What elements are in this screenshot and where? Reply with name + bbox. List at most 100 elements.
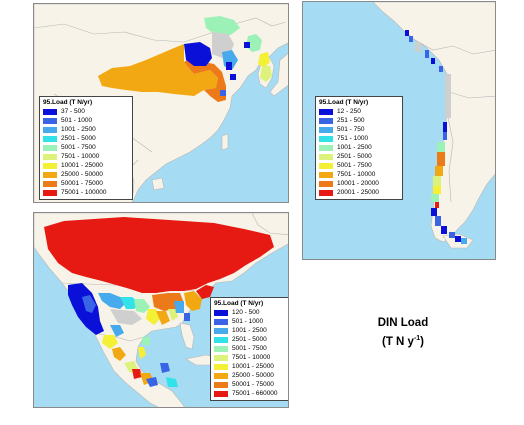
legend-swatch <box>319 126 333 133</box>
legend-entry: 1001 - 2500 <box>43 125 129 134</box>
legend-entry: 50001 - 75000 <box>214 380 286 389</box>
legend-swatch <box>214 372 228 379</box>
legend-label: 75001 - 660000 <box>232 390 278 397</box>
legend-entry: 2501 - 5000 <box>319 152 399 161</box>
legend-swatch <box>319 180 333 187</box>
china-legend: 95.Load (T N/yr) 37 - 500 501 - 1000 1001 … <box>39 96 133 200</box>
legend-swatch <box>43 180 57 187</box>
legend-entries: 120 - 500 501 - 1000 1001 - 2500 2501 - 500… <box>214 308 286 398</box>
load-cells <box>98 16 272 102</box>
legend-entries: 37 - 500 501 - 1000 1001 - 2500 2501 - 5000… <box>43 107 129 197</box>
legend-entry: 75001 - 100000 <box>43 188 129 197</box>
legend-swatch <box>319 117 333 124</box>
caption-line-2: (T N y-1) <box>368 331 438 350</box>
legend-entry: 10001 - 20000 <box>319 179 399 188</box>
legend-label: 75001 - 100000 <box>61 189 107 196</box>
caption-units-open: (T N y <box>381 335 414 348</box>
legend-label: 37 - 500 <box>61 108 85 115</box>
legend-entry: 251 - 500 <box>319 116 399 125</box>
legend-label: 10001 - 20000 <box>337 180 379 187</box>
legend-swatch <box>319 162 333 169</box>
legend-swatch <box>319 171 333 178</box>
legend-label: 25000 - 50000 <box>61 171 103 178</box>
legend-swatch <box>43 117 57 124</box>
legend-label: 50001 - 75000 <box>61 180 103 187</box>
legend-entry: 7501 - 10000 <box>43 152 129 161</box>
legend-label: 2501 - 5000 <box>232 336 267 343</box>
legend-label: 501 - 1000 <box>61 117 93 124</box>
legend-entry: 50001 - 75000 <box>43 179 129 188</box>
legend-swatch <box>43 108 57 115</box>
legend-label: 501 - 750 <box>337 126 365 133</box>
land-canada-islands <box>251 213 288 236</box>
legend-entry: 75001 - 660000 <box>214 389 286 398</box>
legend-swatch <box>43 162 57 169</box>
legend-label: 25000 - 50000 <box>232 372 274 379</box>
legend-entry: 20001 - 25000 <box>319 188 399 197</box>
legend-entry: 501 - 1000 <box>43 116 129 125</box>
caption-line-1: DIN Load <box>377 317 429 329</box>
legend-entry: 5001 - 7500 <box>43 143 129 152</box>
legend-entry: 37 - 500 <box>43 107 129 116</box>
load-cells <box>405 30 467 244</box>
chile-map-panel: 95.Load (T N/yr) 12 - 250 251 - 500 501 - … <box>302 1 496 260</box>
legend-swatch <box>214 318 228 325</box>
legend-entry: 1001 - 2500 <box>319 143 399 152</box>
legend-swatch <box>214 363 228 370</box>
legend-label: 5001 - 7500 <box>232 345 267 352</box>
legend-label: 20001 - 25000 <box>337 189 379 196</box>
legend-label: 251 - 500 <box>337 117 365 124</box>
legend-entry: 751 - 1000 <box>319 134 399 143</box>
legend-entry: 12 - 250 <box>319 107 399 116</box>
legend-label: 751 - 1000 <box>337 135 369 142</box>
legend-title: 95.Load (T N/yr) <box>319 99 369 106</box>
land-taiwan <box>221 133 229 151</box>
legend-entry: 7501 - 10000 <box>214 353 286 362</box>
legend-entry: 7501 - 10000 <box>319 170 399 179</box>
legend-label: 120 - 500 <box>232 309 260 316</box>
legend-swatch <box>319 189 333 196</box>
legend-entry: 2501 - 5000 <box>214 335 286 344</box>
legend-swatch <box>319 108 333 115</box>
legend-label: 10001 - 25000 <box>61 162 103 169</box>
legend-swatch <box>43 153 57 160</box>
legend-entry: 25000 - 50000 <box>43 170 129 179</box>
caption-units-exponent: -1 <box>413 335 421 342</box>
legend-label: 50001 - 75000 <box>232 381 274 388</box>
land-hainan <box>151 177 165 191</box>
legend-entry: 1001 - 2500 <box>214 326 286 335</box>
legend-entry: 5001 - 7500 <box>214 344 286 353</box>
legend-label: 2501 - 5000 <box>61 135 96 142</box>
country-borders <box>414 39 495 203</box>
legend-entry: 2501 - 5000 <box>43 134 129 143</box>
legend-label: 10001 - 25000 <box>232 363 274 370</box>
legend-title: 95.Load (T N/yr) <box>43 99 93 106</box>
legend-entries: 12 - 250 251 - 500 501 - 750 751 - 1000 1001… <box>319 107 399 197</box>
legend-entry: 501 - 1000 <box>214 317 286 326</box>
north-america-map-panel: 95.Load (T N/yr) 120 - 500 501 - 1000 1001… <box>33 212 289 408</box>
legend-label: 1001 - 2500 <box>337 144 372 151</box>
legend-label: 5001 - 7500 <box>61 144 96 151</box>
legend-entry: 5001 - 7500 <box>319 161 399 170</box>
legend-swatch <box>319 135 333 142</box>
legend-entry: 10001 - 25000 <box>214 362 286 371</box>
north-america-legend: 95.Load (T N/yr) 120 - 500 501 - 1000 1001… <box>210 297 288 401</box>
china-map-panel: 95.Load (T N/yr) 37 - 500 501 - 1000 1001 … <box>33 3 289 203</box>
caption-units-close: ) <box>420 335 425 348</box>
legend-swatch <box>319 153 333 160</box>
legend-entry: 10001 - 25000 <box>43 161 129 170</box>
legend-label: 7501 - 10000 <box>232 354 271 361</box>
map-caption: DIN Load (T N y-1) <box>368 316 438 350</box>
legend-label: 1001 - 2500 <box>61 126 96 133</box>
legend-label: 12 - 250 <box>337 108 361 115</box>
legend-swatch <box>319 144 333 151</box>
legend-label: 7501 - 10000 <box>61 153 100 160</box>
legend-label: 501 - 1000 <box>232 318 264 325</box>
legend-entry: 501 - 750 <box>319 125 399 134</box>
legend-title: 95.Load (T N/yr) <box>214 300 264 307</box>
legend-swatch <box>214 327 228 334</box>
legend-label: 1001 - 2500 <box>232 327 267 334</box>
legend-swatch <box>43 126 57 133</box>
legend-swatch <box>214 354 228 361</box>
legend-swatch <box>214 345 228 352</box>
